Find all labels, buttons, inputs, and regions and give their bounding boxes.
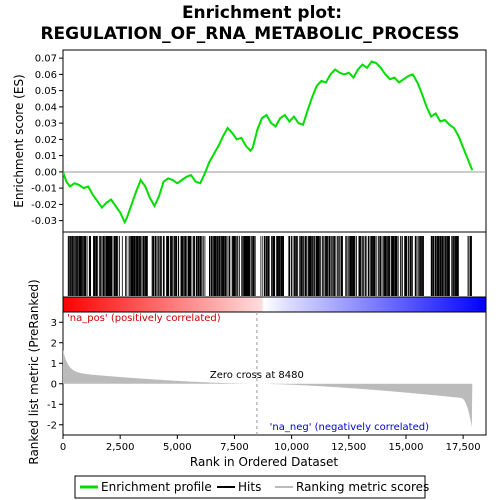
chart-title-line1: Enrichment plot: <box>182 3 342 23</box>
metric-panel-frame <box>62 311 487 436</box>
x-tick-label: 10,000 <box>274 442 309 453</box>
x-axis-label: Rank in Ordered Dataset <box>190 455 338 469</box>
es-y-tick-label: 0.07 <box>35 54 57 65</box>
metric-y-axis-label: Ranked list metric (PreRanked) <box>27 279 41 464</box>
zero-cross-label: Zero cross at 8480 <box>210 370 304 381</box>
hits-panel <box>62 231 487 298</box>
x-tick-label: 12,500 <box>331 442 366 453</box>
rank-color-bar <box>62 296 487 313</box>
es-panel: -0.03 -0.02 -0.01 0.00 0.01 0.02 0.03 0.04 0.05 0… <box>31 49 487 233</box>
ranking-metric-area <box>63 349 473 428</box>
metric-y-tick-label: 1 <box>51 359 57 370</box>
es-y-tick-label: 0.00 <box>35 167 57 178</box>
metric-panel: -2 -1 0 1 2 3 'na_pos' (positively correlated… <box>47 311 487 436</box>
metric-y-tick-label: -2 <box>47 420 57 431</box>
es-y-tick-label: 0.03 <box>35 119 57 130</box>
es-y-tick-label: 0.01 <box>35 151 57 162</box>
x-tick-label: 7,500 <box>220 442 249 453</box>
x-axis-ticks: 0 2,500 5,000 7,500 10,000 12,500 15,000 17,500 <box>60 435 481 453</box>
es-y-tick-label: 0.04 <box>35 102 57 113</box>
neg-correlated-label: 'na_neg' (negatively correlated) <box>270 422 429 433</box>
metric-y-tick-label: 2 <box>51 338 57 349</box>
es-panel-frame <box>62 49 487 233</box>
es-y-tick-label: -0.03 <box>31 216 57 227</box>
es-y-axis-label: Enrichment score (ES) <box>12 74 26 207</box>
legend: Enrichment profile Hits Ranking metric s… <box>74 475 429 499</box>
legend-enrichment-label: Enrichment profile <box>101 480 212 494</box>
x-tick-label: 5,000 <box>163 442 192 453</box>
es-y-tick-label: -0.02 <box>31 200 57 211</box>
metric-y-tick-label: 0 <box>51 379 57 390</box>
x-tick-label: 2,500 <box>106 442 135 453</box>
x-tick-label: 17,500 <box>446 442 481 453</box>
x-tick-label: 0 <box>60 442 66 453</box>
pos-correlated-label: 'na_pos' (positively correlated) <box>67 313 221 324</box>
legend-frame <box>74 475 426 499</box>
enrichment-profile-line <box>63 60 474 225</box>
x-tick-label: 15,000 <box>388 442 423 453</box>
metric-y-ticks: -2 -1 0 1 2 3 <box>47 318 63 431</box>
es-y-tick-label: 0.02 <box>35 135 57 146</box>
chart-title-line2: REGULATION_OF_RNA_METABOLIC_PROCESS <box>40 24 459 44</box>
metric-y-tick-label: -1 <box>47 400 57 411</box>
metric-y-tick-label: 3 <box>51 318 57 329</box>
es-y-tick-label: 0.06 <box>35 70 57 81</box>
legend-metric-label: Ranking metric scores <box>296 480 429 494</box>
es-y-ticks: -0.03 -0.02 -0.01 0.00 0.01 0.02 0.03 0.04 0.05 0… <box>31 54 63 227</box>
hit-markers <box>67 236 472 296</box>
es-y-tick-label: 0.05 <box>35 86 57 97</box>
legend-hits-label: Hits <box>238 480 261 494</box>
es-y-tick-label: -0.01 <box>31 184 57 195</box>
